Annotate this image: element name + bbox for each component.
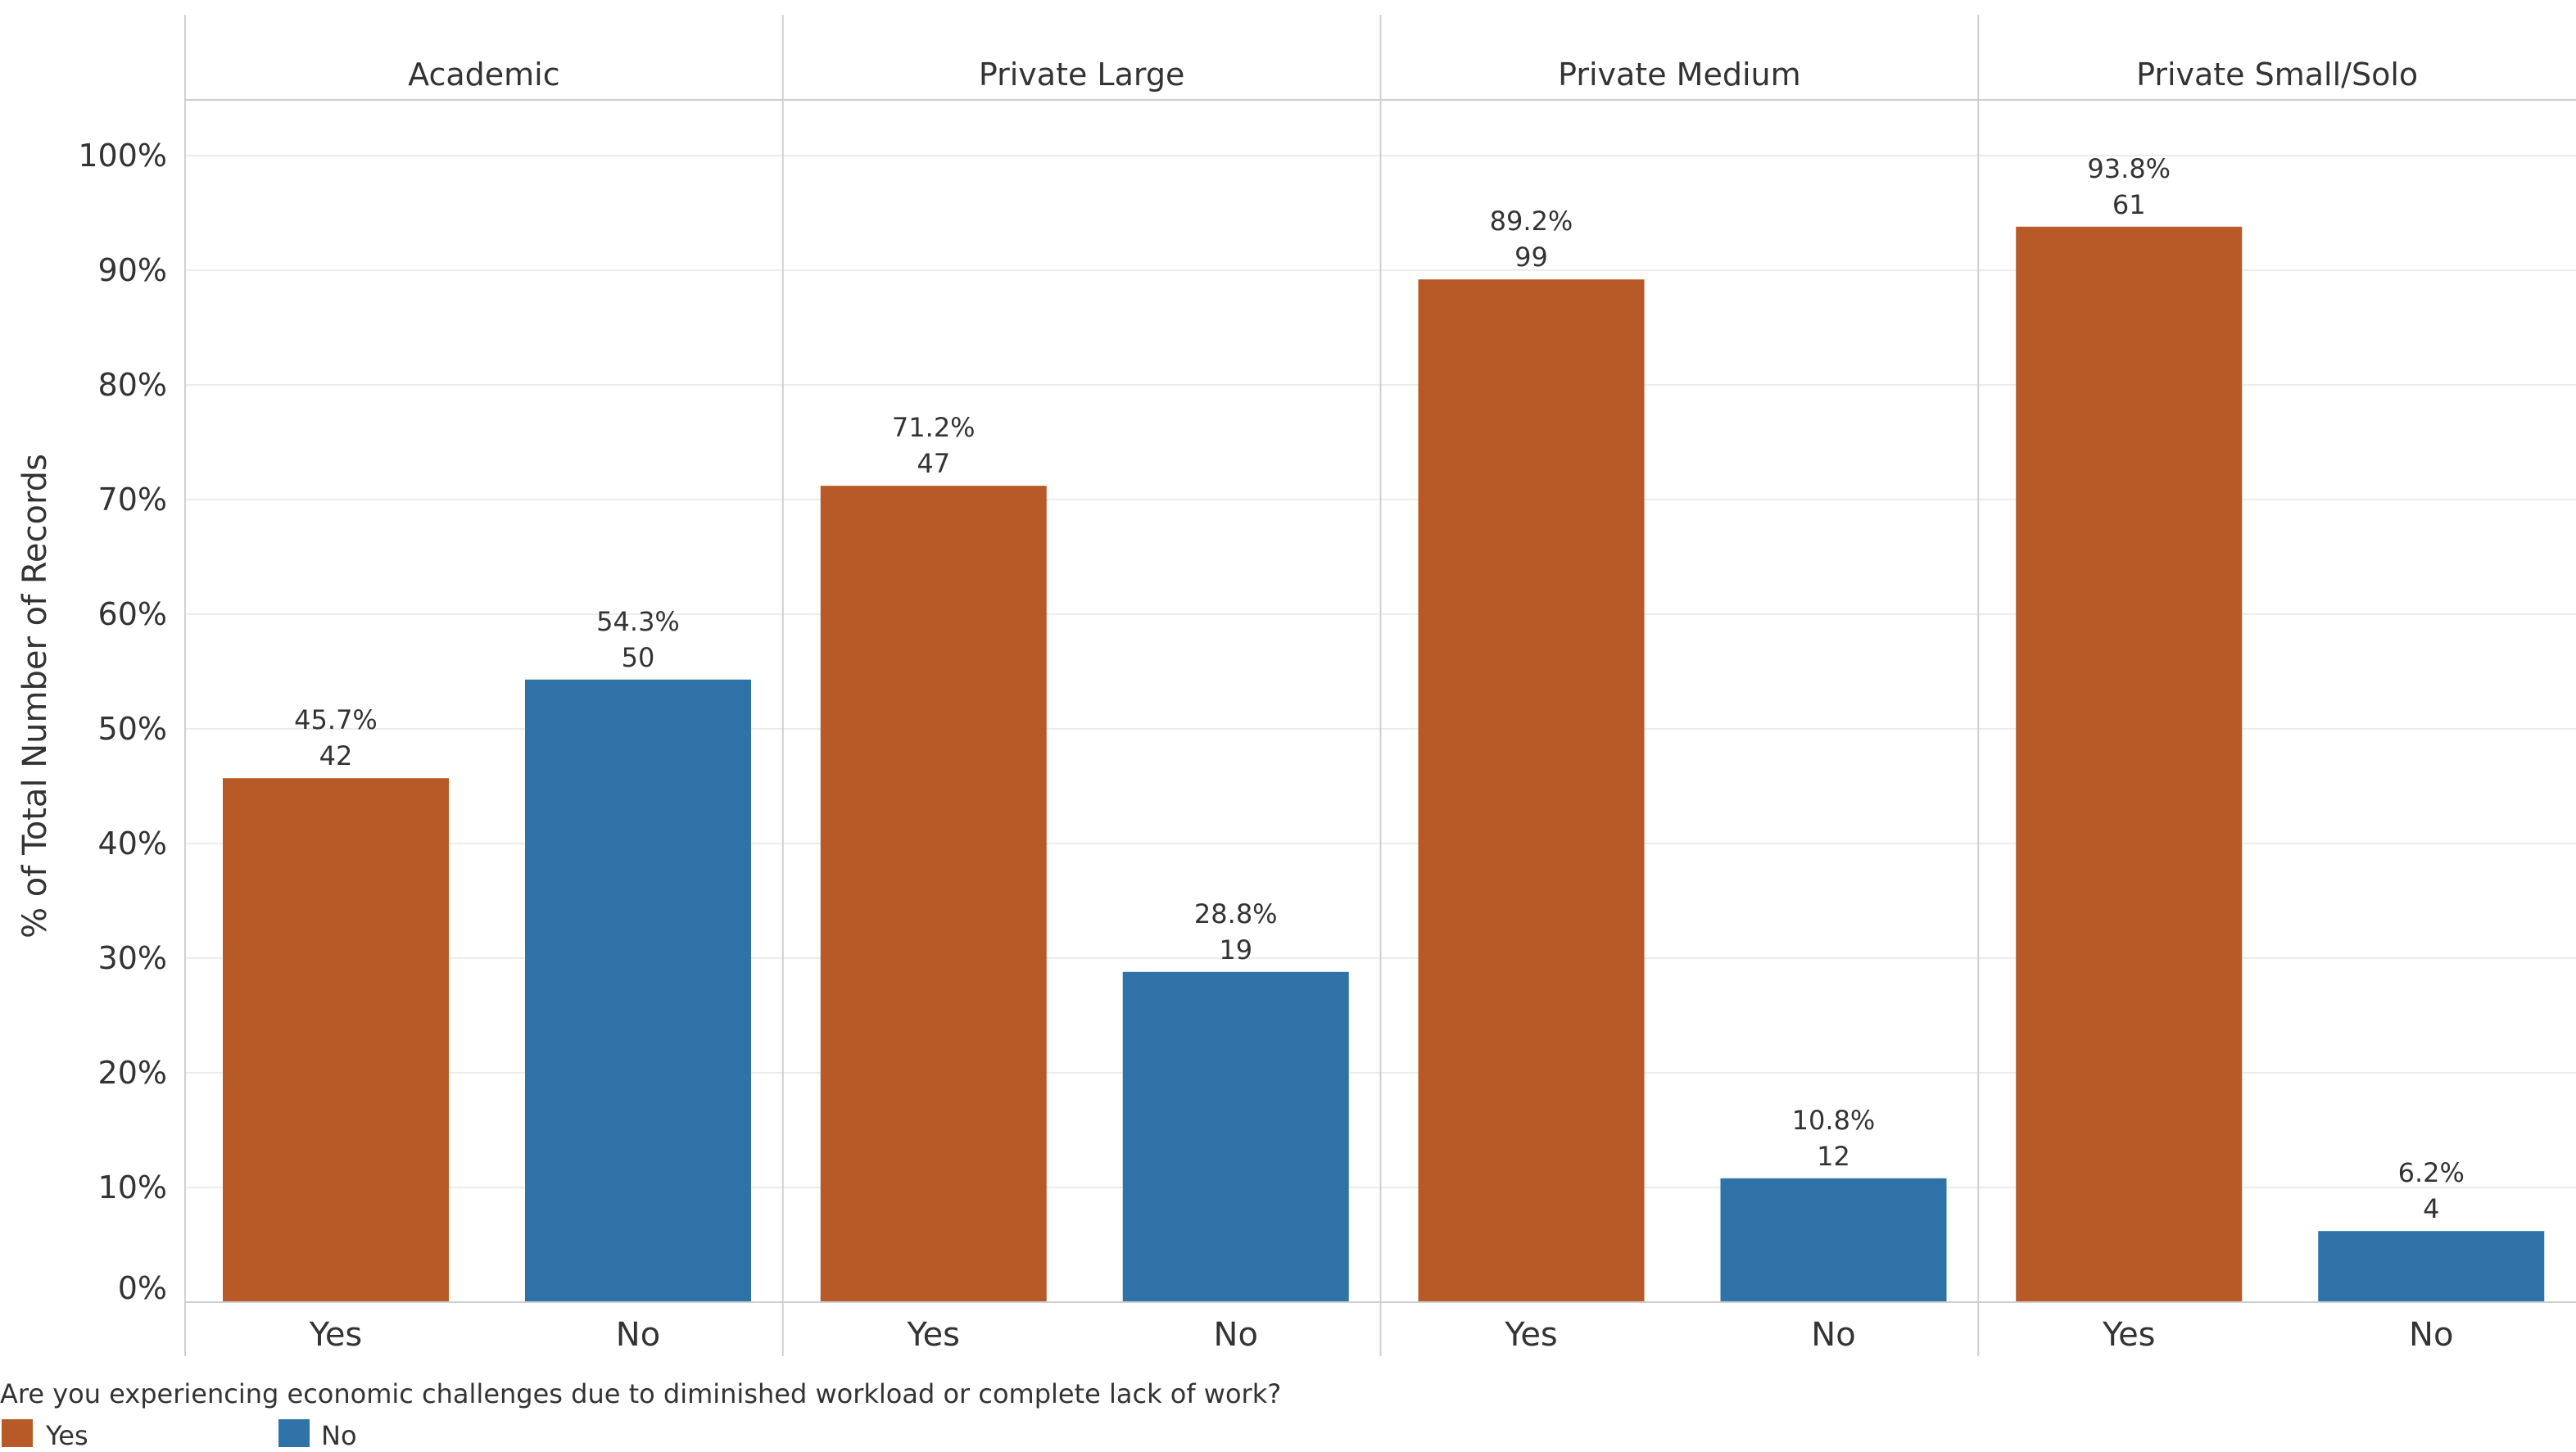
x-category-label: Yes (309, 1316, 363, 1354)
y-tick-label: 10% (98, 1169, 167, 1205)
data-label-percent: 71.2% (892, 412, 976, 443)
x-category-label: Yes (1504, 1316, 1558, 1354)
bar-yes (2016, 226, 2243, 1302)
bar-no (1720, 1178, 1947, 1302)
bar-no (525, 679, 751, 1302)
y-tick-label: 80% (98, 367, 167, 403)
data-label-percent: 54.3% (596, 606, 680, 637)
bars: 45.7% 42 54.3% 50 71.2% 47 28.8% 19 89.2% 99 10.8%… (223, 153, 2545, 1303)
panel-title: Private Small/Solo (2136, 57, 2418, 93)
x-category-label: No (616, 1316, 660, 1354)
data-label-count: 99 (1514, 242, 1548, 273)
data-label-percent: 93.8% (2087, 153, 2171, 184)
x-category-label: No (1214, 1316, 1258, 1354)
y-tick-label: 50% (98, 711, 167, 747)
y-tick-label: 70% (98, 482, 167, 518)
y-axis-title: % of Total Number of Records (16, 454, 54, 939)
y-tick-label: 100% (78, 138, 167, 174)
panel-separators (184, 15, 2576, 1356)
data-label-percent: 45.7% (294, 704, 378, 735)
y-tick-label: 90% (98, 252, 167, 288)
legend-swatch-yes (2, 1419, 33, 1447)
legend-label-no: No (321, 1420, 357, 1451)
data-label-count: 12 (1817, 1141, 1850, 1172)
data-label-count: 61 (2112, 189, 2146, 220)
legend-swatch-no (278, 1419, 310, 1447)
y-tick-label: 30% (98, 940, 167, 976)
data-label-count: 19 (1219, 934, 1252, 966)
y-tick-label: 60% (98, 596, 167, 632)
x-category-label: Yes (2102, 1316, 2156, 1354)
legend: Are you experiencing economic challenges… (0, 1378, 1281, 1451)
x-category-label: No (1811, 1316, 1855, 1354)
legend-label-yes: Yes (45, 1420, 88, 1451)
panels: Academic Yes No Private Large Yes No Private M… (309, 57, 2454, 1354)
data-label-percent: 6.2% (2398, 1157, 2465, 1188)
data-label-count: 47 (917, 448, 950, 479)
data-label-count: 42 (319, 740, 353, 771)
legend-title: Are you experiencing economic challenges… (0, 1378, 1281, 1409)
y-tick-label: 20% (98, 1055, 167, 1091)
panel-title: Private Large (979, 57, 1184, 93)
bar-no (2318, 1231, 2545, 1302)
bar-yes (820, 486, 1047, 1302)
data-label-percent: 89.2% (1490, 206, 1573, 237)
x-category-label: Yes (906, 1316, 960, 1354)
bar-no (1122, 971, 1349, 1302)
data-label-count: 50 (622, 642, 655, 673)
panel-title: Academic (408, 57, 559, 93)
bar-yes (223, 778, 449, 1302)
y-axis-ticks: 0% 10% 20% 30% 40% 50% 60% 70% 80% 90% 100% (78, 138, 167, 1306)
data-label-count: 4 (2423, 1193, 2439, 1224)
panel-title: Private Medium (1558, 57, 1801, 93)
bar-yes (1418, 279, 1645, 1303)
data-label-percent: 10.8% (1792, 1105, 1876, 1136)
x-category-label: No (2409, 1316, 2453, 1354)
y-tick-label: 0% (118, 1270, 167, 1306)
y-tick-label: 40% (98, 826, 167, 862)
data-label-percent: 28.8% (1194, 898, 1278, 930)
